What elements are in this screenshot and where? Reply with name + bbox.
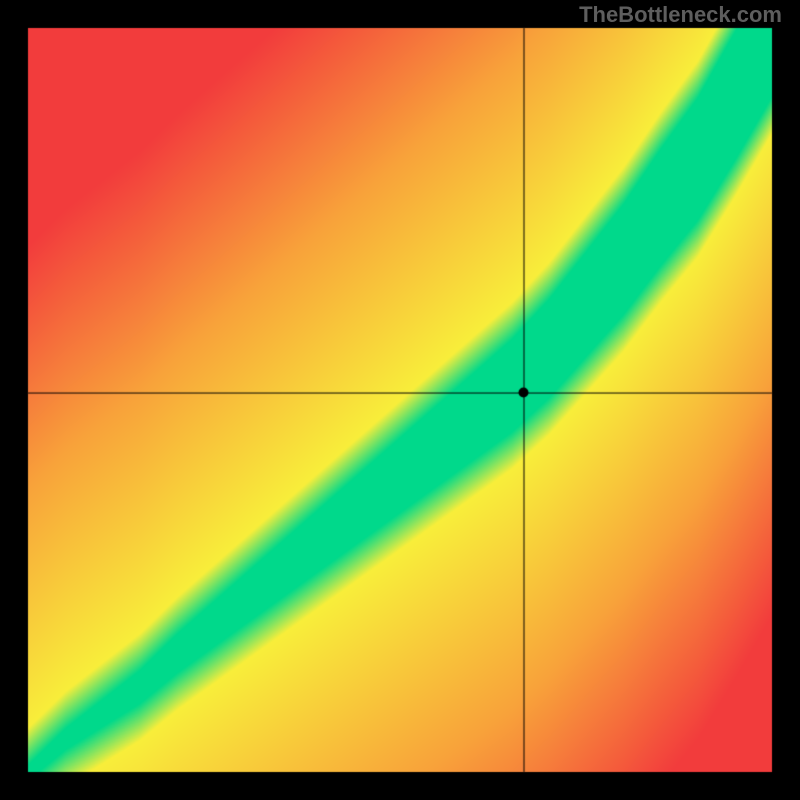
chart-container: TheBottleneck.com xyxy=(0,0,800,800)
watermark-text: TheBottleneck.com xyxy=(579,2,782,28)
crosshair-overlay xyxy=(0,0,800,800)
